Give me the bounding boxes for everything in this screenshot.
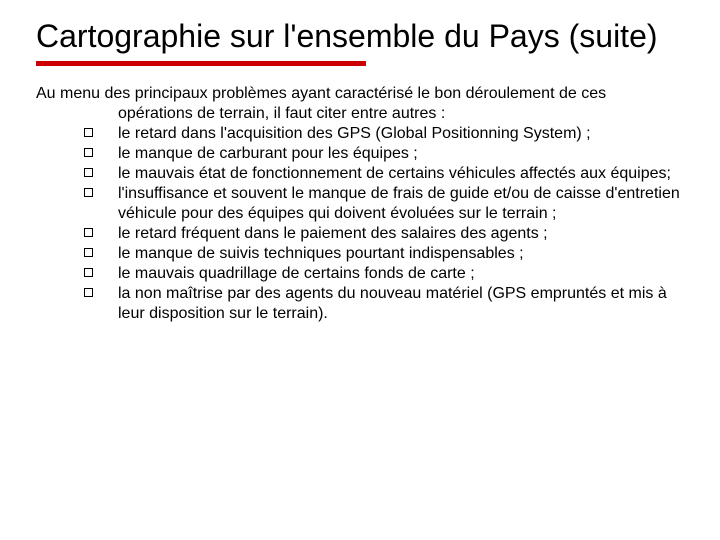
slide: Cartographie sur l'ensemble du Pays (sui… — [0, 0, 720, 540]
list-item-text: le mauvais quadrillage de certains fonds… — [118, 265, 475, 282]
intro-paragraph: Au menu des principaux problèmes ayant c… — [36, 84, 684, 124]
list-item: le retard fréquent dans le paiement des … — [84, 224, 684, 244]
square-bullet-icon — [84, 288, 93, 297]
list-item: le mauvais quadrillage de certains fonds… — [84, 264, 684, 284]
square-bullet-icon — [84, 268, 93, 277]
square-bullet-icon — [84, 248, 93, 257]
list-item: le mauvais état de fonctionnement de cer… — [84, 164, 684, 184]
list-item: le manque de suivis techniques pourtant … — [84, 244, 684, 264]
list-item: la non maîtrise par des agents du nouvea… — [84, 284, 684, 324]
list-item-text: l'insuffisance et souvent le manque de f… — [118, 185, 680, 222]
square-bullet-icon — [84, 188, 93, 197]
intro-text: Au menu des principaux problèmes ayant c… — [36, 84, 684, 124]
square-bullet-icon — [84, 128, 93, 137]
slide-title: Cartographie sur l'ensemble du Pays (sui… — [36, 18, 684, 55]
bullet-list: le retard dans l'acquisition des GPS (Gl… — [36, 124, 684, 324]
square-bullet-icon — [84, 148, 93, 157]
square-bullet-icon — [84, 228, 93, 237]
list-item-text: le retard fréquent dans le paiement des … — [118, 225, 548, 242]
list-item-text: le manque de suivis techniques pourtant … — [118, 245, 524, 262]
square-bullet-icon — [84, 168, 93, 177]
list-item-text: le mauvais état de fonctionnement de cer… — [118, 165, 671, 182]
list-item: le retard dans l'acquisition des GPS (Gl… — [84, 124, 684, 144]
list-item-text: la non maîtrise par des agents du nouvea… — [118, 285, 667, 322]
list-item-text: le retard dans l'acquisition des GPS (Gl… — [118, 125, 591, 142]
list-item: le manque de carburant pour les équipes … — [84, 144, 684, 164]
title-underline — [36, 61, 366, 66]
list-item-text: le manque de carburant pour les équipes … — [118, 145, 418, 162]
list-item: l'insuffisance et souvent le manque de f… — [84, 184, 684, 224]
